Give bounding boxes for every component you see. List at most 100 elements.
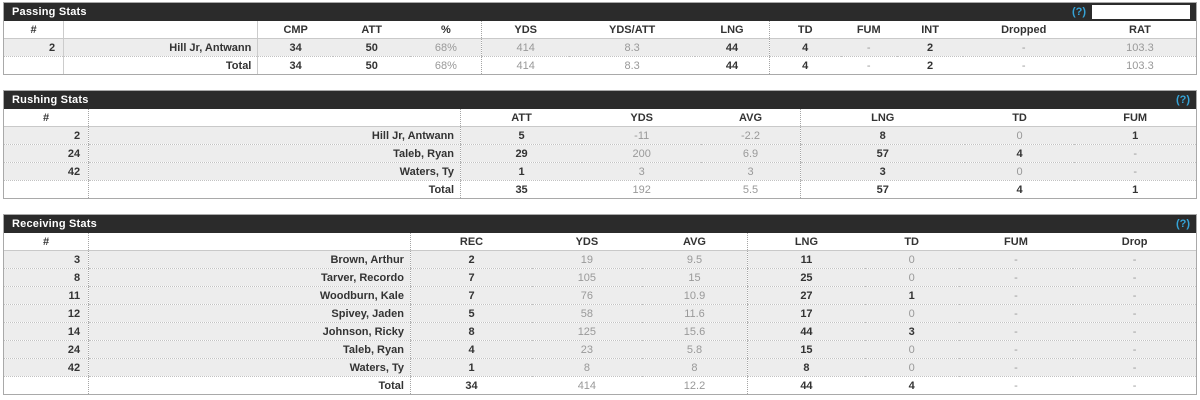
stat-cell: - <box>840 56 897 74</box>
stat-cell: - <box>958 322 1074 341</box>
rushing-table: # ATT YDS AVG LNG TD FUM 2 Hill Jr, Antwann 5 -11-… <box>4 109 1196 198</box>
stat-cell: 1 <box>460 162 583 181</box>
stat-cell: - <box>958 340 1074 359</box>
filter-input[interactable] <box>1092 5 1190 19</box>
stat-cell: 4 <box>964 144 1075 163</box>
help-link[interactable]: (?) <box>1071 6 1086 18</box>
stat-cell: - <box>840 38 897 57</box>
jersey-number-cell: 42 <box>4 162 89 181</box>
stat-cell: - <box>1073 376 1196 394</box>
stat-cell: 8 <box>799 126 965 145</box>
stat-cell: 8 <box>532 358 642 377</box>
jersey-number-cell: 11 <box>4 286 89 305</box>
table-row: 2 Hill Jr, Antwann 5 -11 -2.2 8 0 1 <box>4 126 1196 145</box>
stat-cell: 34 <box>257 38 333 57</box>
table-row: 42 Waters, Ty 1 8 8 8 0- - <box>4 358 1196 377</box>
total-label-cell: Total <box>63 56 258 74</box>
column-header <box>88 109 461 127</box>
total-label-cell: Total <box>88 180 461 198</box>
help-link[interactable]: (?) <box>1175 218 1190 230</box>
stat-cell: 414 <box>481 56 569 74</box>
receiving-table: # REC YDS AVG LNG TD FUM Drop 3 Brown, Arthur 2 19 9… <box>4 233 1196 394</box>
stat-cell: 3 <box>864 322 959 341</box>
receiving-stats-table: Receiving Stats (?) # REC YDS AVG LNG TD FUM Dr… <box>3 214 1197 395</box>
stat-cell: 0 <box>864 304 959 323</box>
player-name-cell: Waters, Ty <box>88 358 411 377</box>
stat-cell: 0 <box>964 126 1075 145</box>
stat-cell: 5 <box>460 126 583 145</box>
stat-cell: 3 <box>582 162 702 181</box>
table-row: 8 Tarver, Recordo 7 105 15 25 0- - <box>4 268 1196 287</box>
stat-cell: - <box>1073 304 1196 323</box>
table-title: Rushing Stats <box>12 94 89 106</box>
stat-cell: 68% <box>410 56 482 74</box>
help-link[interactable]: (?) <box>1175 94 1190 106</box>
stat-cell: 68% <box>410 38 482 57</box>
stat-cell: 192 <box>582 180 702 198</box>
player-name-cell: Taleb, Ryan <box>88 144 461 163</box>
jersey-number-cell: 14 <box>4 322 89 341</box>
stat-cell: - <box>1073 250 1196 269</box>
stat-cell: -11 <box>582 126 702 145</box>
total-row: Total 34 50 68% 414 8.3 44 4-2-103.3 <box>4 56 1196 74</box>
stat-cell: 6.9 <box>701 144 801 163</box>
column-header: LNG <box>695 21 770 39</box>
stat-cell: 0 <box>864 340 959 359</box>
table-title: Receiving Stats <box>12 218 97 230</box>
stat-cell: 50 <box>332 38 411 57</box>
stat-cell: 8 <box>409 322 533 341</box>
column-header: YDS <box>532 233 642 251</box>
column-header: ATT <box>460 109 583 127</box>
column-header: AVG <box>701 109 801 127</box>
player-name-cell: Brown, Arthur <box>88 250 411 269</box>
stat-cell: 103.3 <box>1083 56 1196 74</box>
stat-cell: - <box>958 268 1074 287</box>
stat-cell: 23 <box>532 340 642 359</box>
stat-cell: 2 <box>896 38 964 57</box>
stat-cell: - <box>963 56 1084 74</box>
jersey-number-cell: 2 <box>4 126 89 145</box>
receiving-title-bar: Receiving Stats (?) <box>4 215 1196 233</box>
stat-cell: 125 <box>532 322 642 341</box>
stat-cell: 57 <box>799 180 965 198</box>
player-name-cell: Johnson, Ricky <box>88 322 411 341</box>
column-header: LNG <box>747 233 865 251</box>
jersey-number-cell: 3 <box>4 250 89 269</box>
stat-cell: 7 <box>409 286 533 305</box>
jersey-number-cell <box>4 376 89 394</box>
stat-cell: 11 <box>747 250 865 269</box>
column-header: TD <box>864 233 959 251</box>
stat-cell: 34 <box>257 56 333 74</box>
passing-title-bar: Passing Stats (?) <box>4 3 1196 21</box>
stat-cell: 8.3 <box>568 56 696 74</box>
header-row: # REC YDS AVG LNG TD FUM Drop <box>4 233 1196 251</box>
stat-cell: 58 <box>532 304 642 323</box>
stat-cell: 4 <box>409 340 533 359</box>
stat-cell: 5.5 <box>701 180 801 198</box>
stat-cell: 0 <box>864 268 959 287</box>
stat-cell: 12.2 <box>641 376 748 394</box>
stat-cell: - <box>1073 286 1196 305</box>
stat-cell: 4 <box>768 38 841 57</box>
column-header: # <box>4 233 89 251</box>
column-header <box>88 233 411 251</box>
stat-cell: 105 <box>532 268 642 287</box>
column-header: # <box>4 21 64 39</box>
column-header: Drop <box>1073 233 1196 251</box>
stat-cell: 3 <box>799 162 965 181</box>
stat-cell: 15.6 <box>641 322 748 341</box>
stat-cell: 15 <box>641 268 748 287</box>
stat-cell: 1 <box>409 358 533 377</box>
stat-cell: 414 <box>481 38 569 57</box>
stat-cell: 50 <box>332 56 411 74</box>
stat-cell: - <box>1074 162 1196 181</box>
stat-cell: - <box>963 38 1084 57</box>
stat-cell: 19 <box>532 250 642 269</box>
stat-cell: 0 <box>864 250 959 269</box>
jersey-number-cell: 12 <box>4 304 89 323</box>
column-header: YDS <box>582 109 702 127</box>
stat-cell: 8.3 <box>568 38 696 57</box>
player-name-cell: Taleb, Ryan <box>88 340 411 359</box>
stat-cell: - <box>958 304 1074 323</box>
